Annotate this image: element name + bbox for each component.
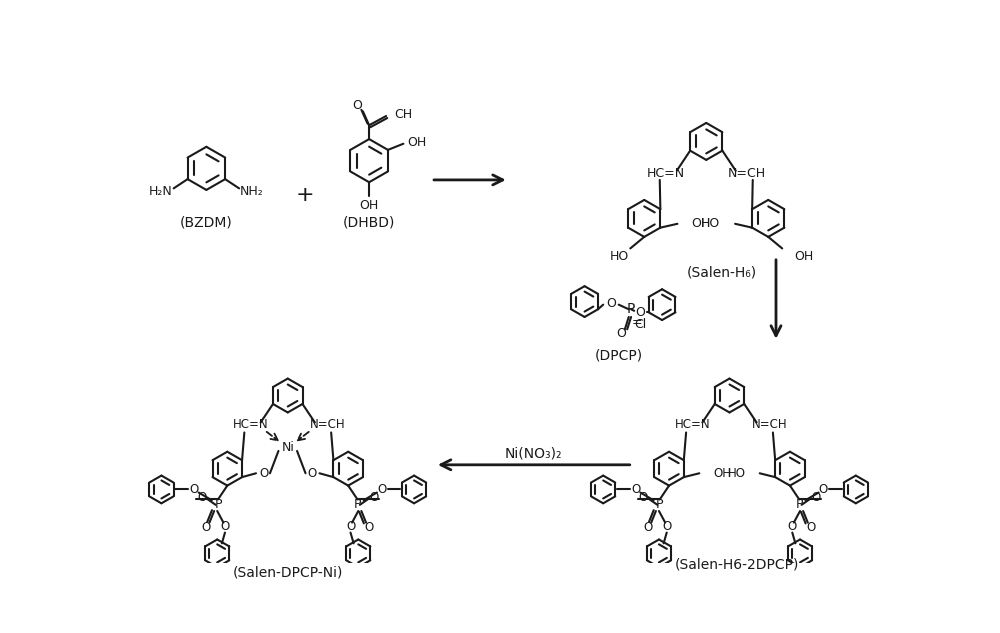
Text: OH: OH (407, 135, 426, 149)
Text: O: O (364, 522, 374, 534)
Text: O: O (819, 483, 828, 496)
Text: (Salen-H6-2DPCP): (Salen-H6-2DPCP) (675, 558, 799, 572)
Text: +: + (295, 185, 314, 205)
Text: HO: HO (700, 217, 720, 230)
Text: O: O (259, 467, 268, 480)
Text: O: O (346, 520, 355, 533)
Text: (Salen-H₆): (Salen-H₆) (687, 265, 757, 279)
Text: O: O (197, 491, 206, 504)
Text: HO: HO (728, 467, 746, 480)
Text: O: O (377, 483, 386, 496)
Text: NH₂: NH₂ (240, 185, 263, 198)
Text: Cl: Cl (634, 318, 646, 331)
Text: O: O (352, 99, 362, 111)
Text: (BZDM): (BZDM) (180, 215, 233, 229)
Text: O: O (220, 520, 230, 533)
Text: O: O (631, 483, 640, 496)
Text: O: O (639, 491, 648, 504)
Text: O: O (369, 491, 378, 504)
Text: O: O (662, 520, 671, 533)
Text: HC=N: HC=N (647, 167, 685, 180)
Text: O: O (811, 491, 820, 504)
Text: N=CH: N=CH (727, 167, 766, 180)
Text: O: O (606, 297, 616, 310)
Text: P: P (627, 303, 635, 316)
Text: Ni: Ni (281, 441, 294, 454)
Text: P: P (354, 498, 361, 511)
Text: =: = (632, 316, 643, 329)
Text: OH: OH (360, 199, 379, 212)
Text: O: O (635, 306, 645, 319)
Text: O: O (806, 522, 816, 534)
Text: H₂N: H₂N (149, 185, 172, 198)
Text: O: O (616, 327, 626, 341)
Text: P: P (214, 498, 222, 511)
Text: P: P (656, 498, 664, 511)
Text: O: O (307, 467, 316, 480)
Text: CH: CH (395, 108, 413, 121)
Text: OH: OH (691, 217, 711, 230)
Text: O: O (202, 522, 211, 534)
Text: OH: OH (795, 249, 814, 263)
Text: N=CH: N=CH (310, 418, 346, 431)
Text: HC=N: HC=N (674, 418, 710, 431)
Text: N=CH: N=CH (752, 418, 788, 431)
Text: HO: HO (610, 249, 629, 263)
Text: (Salen-DPCP-Ni): (Salen-DPCP-Ni) (233, 566, 343, 580)
Text: P: P (796, 498, 803, 511)
Text: Ni(NO₃)₂: Ni(NO₃)₂ (505, 446, 562, 460)
Text: OH: OH (713, 467, 731, 480)
Text: O: O (788, 520, 797, 533)
Text: (DHBD): (DHBD) (343, 215, 395, 229)
Text: (DPCP): (DPCP) (595, 349, 643, 363)
Text: O: O (644, 522, 653, 534)
Text: HC=N: HC=N (233, 418, 268, 431)
Text: O: O (189, 483, 199, 496)
